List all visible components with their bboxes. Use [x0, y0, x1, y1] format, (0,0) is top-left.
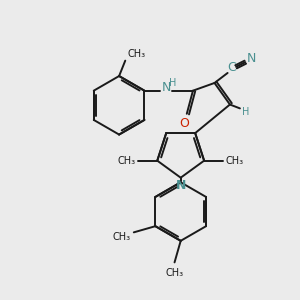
Text: H: H	[242, 107, 249, 117]
Text: CH₃: CH₃	[226, 156, 244, 166]
Text: CH₃: CH₃	[166, 268, 184, 278]
Text: C: C	[227, 61, 236, 74]
Text: N: N	[247, 52, 256, 65]
Text: N: N	[161, 81, 171, 94]
Text: CH₃: CH₃	[112, 232, 130, 242]
Text: N: N	[176, 179, 186, 192]
Text: H: H	[169, 78, 177, 88]
Text: CH₃: CH₃	[128, 50, 146, 59]
Text: CH₃: CH₃	[117, 156, 136, 166]
Text: O: O	[179, 116, 189, 130]
